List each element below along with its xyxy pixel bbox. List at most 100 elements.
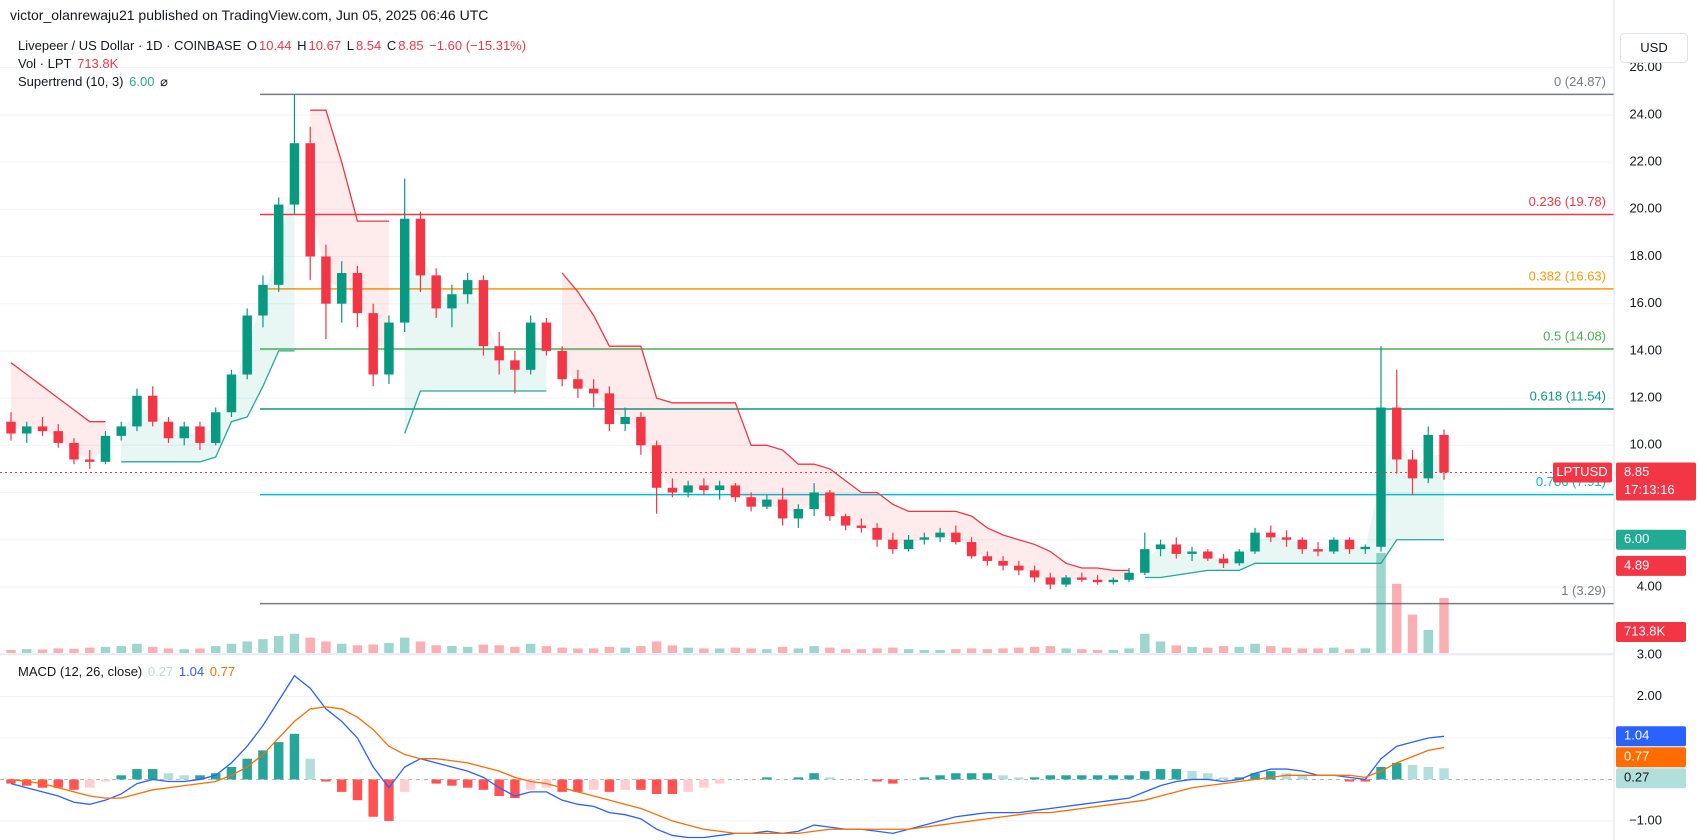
volume-bar (730, 647, 741, 653)
macd-histogram-bar (116, 775, 126, 780)
macd-line-value: 1.04 (178, 664, 205, 679)
candle-body (730, 485, 741, 498)
macd-histogram-bar (809, 773, 819, 780)
candle-body (872, 527, 882, 540)
y-tick-label: 10.00 (1629, 437, 1662, 452)
candle-body (1014, 565, 1024, 571)
volume-bar (1155, 641, 1166, 653)
candle-body (1376, 407, 1386, 547)
macd-histogram-bar (399, 779, 410, 792)
supertrend-fill (121, 173, 295, 462)
symbol-legend: Livepeer / US Dollar · 1D · COINBASE O 10… (18, 38, 528, 53)
volume-bar (636, 646, 646, 653)
candle-body (1407, 459, 1418, 479)
macd-histogram-bar (163, 773, 174, 780)
signal-line (10, 706, 1445, 835)
candle-body (525, 322, 536, 370)
candle-body (37, 426, 48, 432)
macd-histogram-bar (85, 779, 95, 788)
macd-histogram-bar (384, 779, 394, 821)
y-tick-label: 4.00 (1637, 578, 1662, 593)
candle-body (1313, 549, 1323, 552)
volume-bar (966, 648, 977, 653)
candle-body (1344, 539, 1355, 550)
fill-layer (11, 110, 1444, 582)
candle-body (384, 322, 394, 375)
volume-bar (1360, 648, 1370, 653)
fib-label: 0.618 (11.54) (1530, 388, 1606, 403)
macd-legend: MACD (12, 26, close) 0.27 1.04 0.77 (18, 664, 237, 679)
macd-histogram-bar (699, 779, 709, 788)
volume-bar (37, 649, 48, 653)
volume-bar (85, 647, 95, 653)
symbol-badge (1553, 462, 1612, 483)
candle-body (415, 218, 426, 276)
volume-bar (1439, 598, 1449, 653)
volume-bar (368, 644, 378, 653)
volume-bar (1140, 633, 1150, 653)
candle-body (1171, 544, 1182, 554)
candle-body (699, 485, 709, 491)
candle-body (85, 459, 95, 462)
open-value: 10.44 (258, 38, 292, 53)
macd-hist-value: 0.27 (147, 664, 174, 679)
volume-name: Vol · LPT (18, 56, 72, 71)
macd-histogram-bar (1407, 764, 1418, 780)
y-tick-label: 20.00 (1629, 201, 1662, 216)
macd-histogram-bar (604, 779, 615, 792)
macd-histogram-bar (336, 779, 347, 792)
candle-body (683, 485, 693, 493)
volume-bar (1077, 649, 1087, 653)
supertrend-fill (1144, 433, 1444, 578)
candle-body (368, 313, 378, 375)
candle-body (573, 379, 583, 389)
low-label: L (346, 38, 354, 53)
volume-bar (273, 636, 284, 653)
candle-body (22, 426, 32, 434)
candle-body (714, 485, 725, 491)
close-value: 8.85 (398, 38, 424, 53)
macd-histogram-bar (951, 773, 961, 780)
candle-body (226, 374, 237, 413)
volume-bar (1218, 646, 1229, 653)
candle-body (998, 560, 1008, 566)
macd-histogram-bar (667, 779, 678, 794)
macd-histogram-bar (273, 742, 284, 780)
macd-histogram-bar (478, 779, 489, 790)
volume-bar (809, 646, 819, 653)
macd-histogram-bar (1203, 773, 1213, 780)
candle-body (305, 143, 315, 257)
macd-histogram-bar (1297, 775, 1307, 780)
macd-histogram-bar (1077, 775, 1087, 780)
volume-bar (919, 649, 930, 653)
volume-bar (1376, 553, 1386, 653)
volume-bar (1014, 647, 1024, 653)
candle-body (888, 539, 898, 550)
volume-bar (399, 637, 410, 653)
macd-histogram-bar (53, 779, 63, 788)
candle-body (163, 421, 174, 439)
candle-body (116, 426, 126, 436)
macd-histogram-bar (1045, 775, 1056, 780)
macd-histogram-bar (1171, 769, 1182, 780)
macd-histogram-bar (1266, 771, 1276, 780)
y-tick-label: 18.00 (1629, 248, 1662, 263)
volume-bar (667, 645, 678, 653)
macd-histogram-bar (714, 779, 725, 784)
volume-legend: Vol · LPT 713.8K (18, 56, 120, 71)
macd-histogram-bar (683, 779, 693, 792)
open-label: O (246, 38, 257, 53)
candle-body (1155, 544, 1166, 550)
volume-bar (1392, 583, 1402, 653)
currency-button[interactable]: USD (1620, 33, 1688, 63)
candle-body (148, 395, 158, 422)
macd-signal-badge (1616, 747, 1686, 768)
volume-bar (321, 641, 331, 653)
volume-value: 713.8K (77, 56, 119, 71)
hidden-icon[interactable]: ⌀ (160, 74, 168, 89)
supertrend-legend: Supertrend (10, 3) 6.00 ⌀ (18, 74, 170, 90)
volume-bar (872, 648, 882, 653)
volume-bar (573, 648, 583, 653)
candle-body (336, 273, 347, 304)
volume-bar (1313, 648, 1323, 653)
